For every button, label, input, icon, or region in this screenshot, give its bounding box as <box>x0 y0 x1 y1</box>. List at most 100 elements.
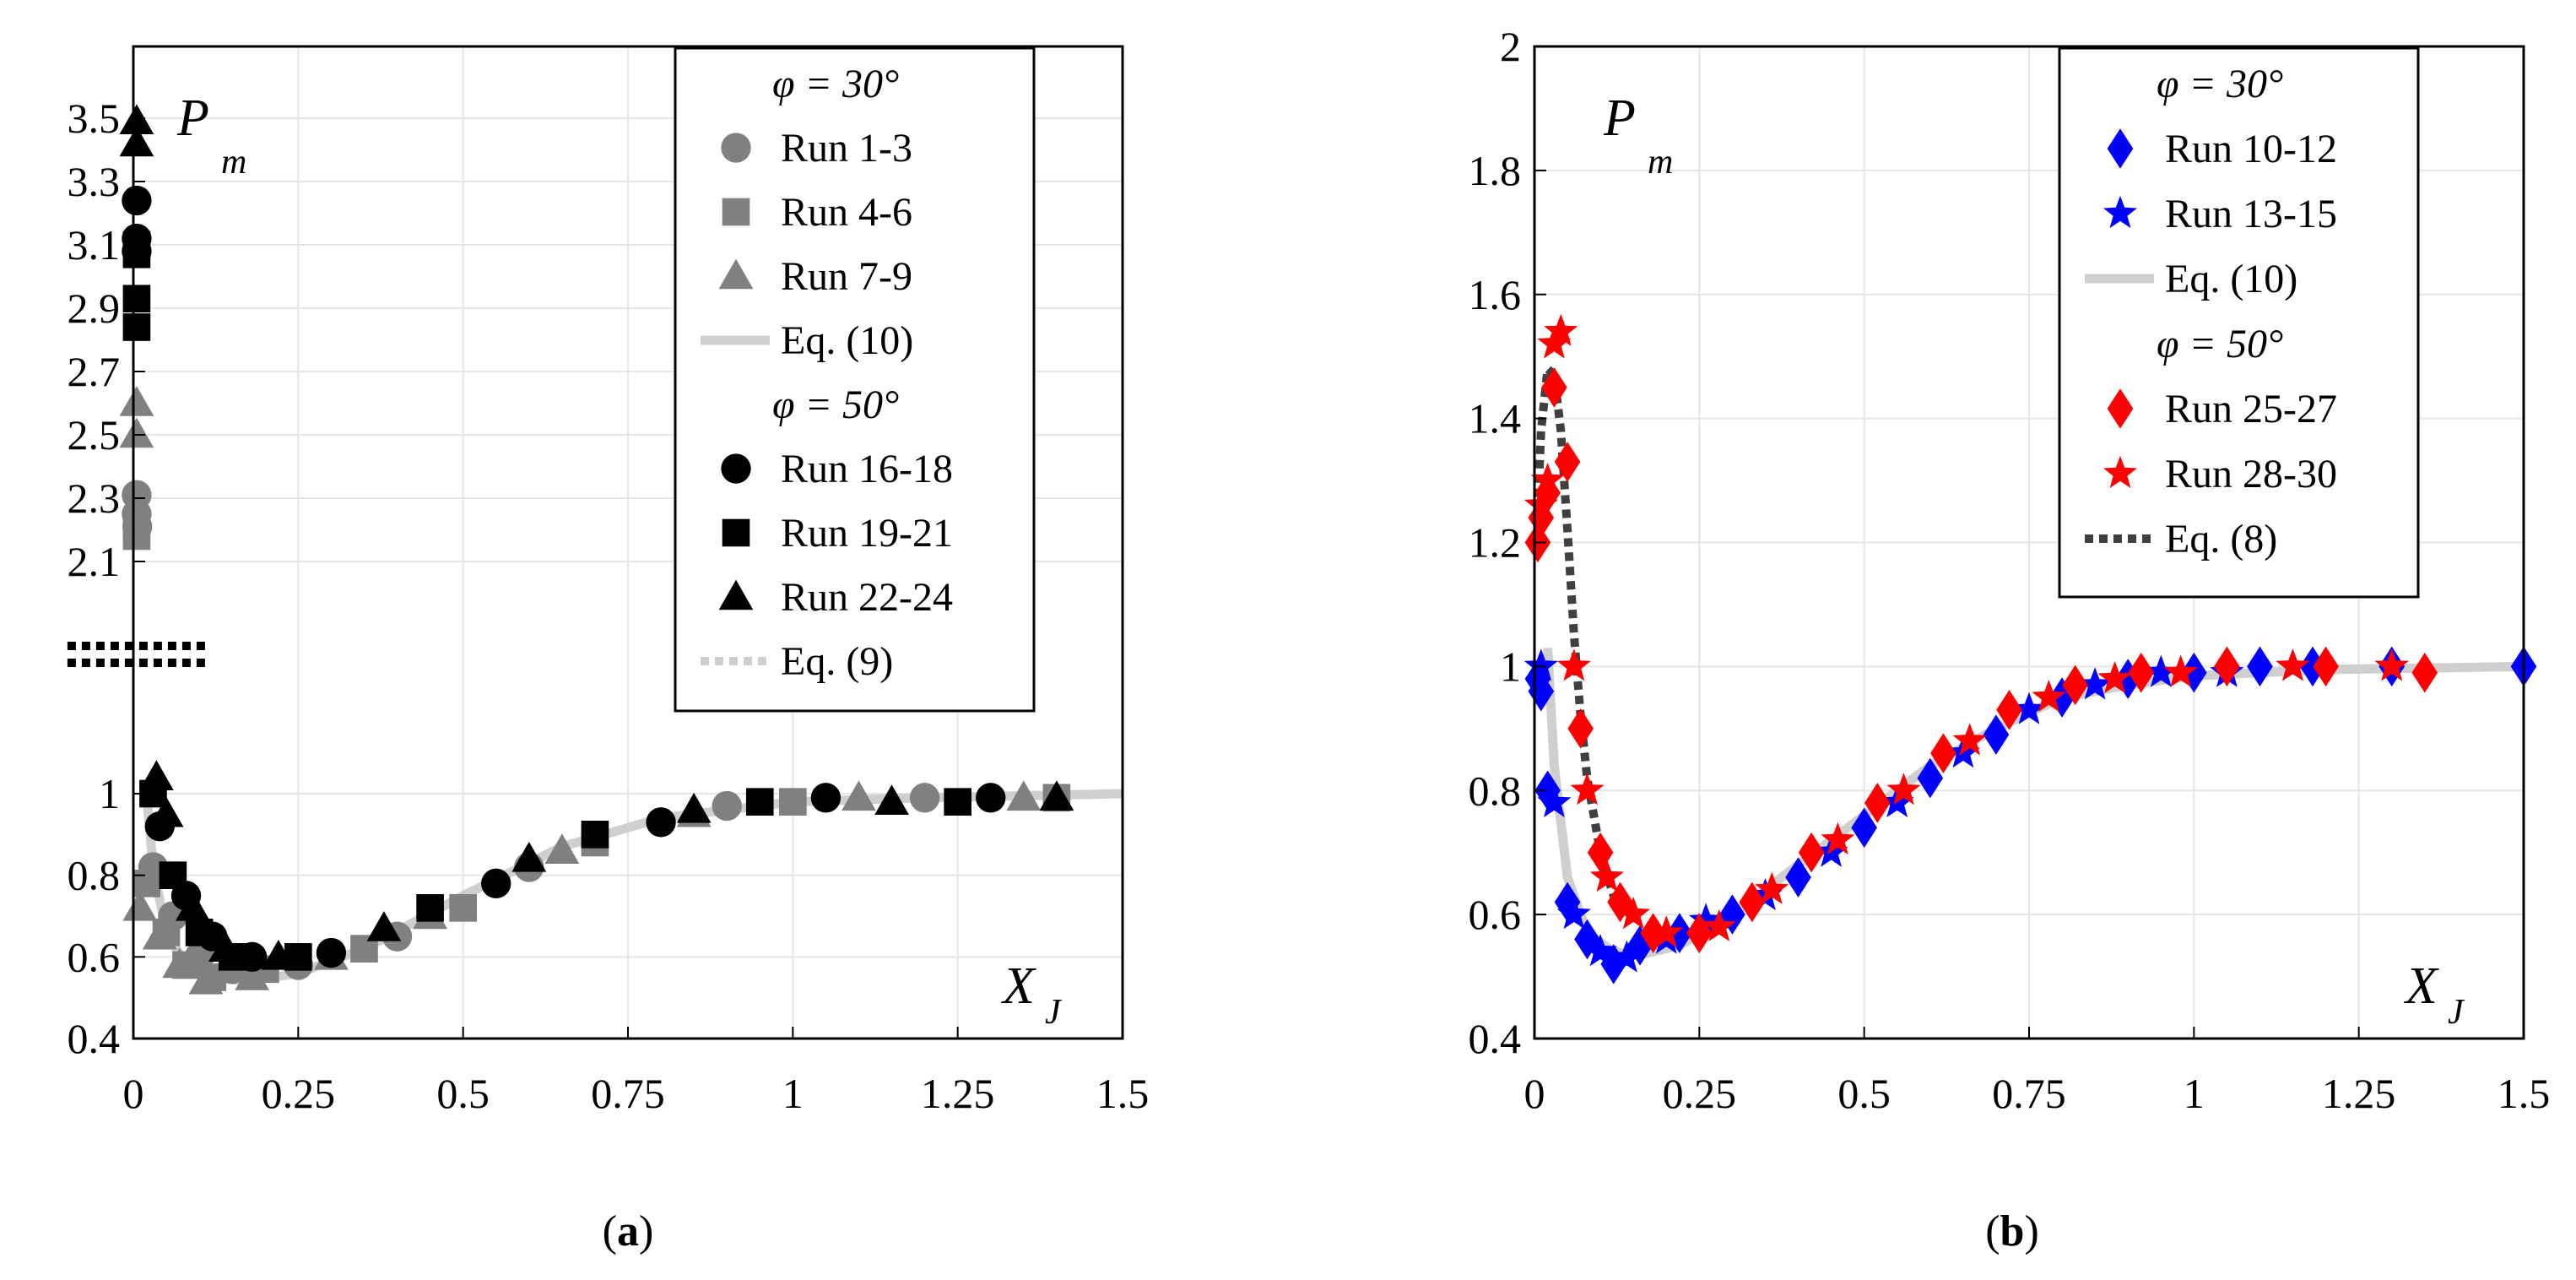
y-tick-label: 2.5 <box>68 411 121 458</box>
data-point-triangle <box>162 947 198 979</box>
data-point-diamond <box>2114 659 2141 699</box>
data-point-triangle <box>235 960 270 990</box>
y-tick-label: 3.1 <box>68 221 121 268</box>
y-tick-label: 1.2 <box>1469 519 1522 567</box>
eq-curve-1 <box>1533 364 1631 917</box>
data-point-star <box>1649 915 1684 948</box>
data-point-triangle <box>175 890 210 921</box>
data-point-triangle <box>366 911 402 941</box>
legend-label: Eq. (8) <box>2165 517 2277 561</box>
data-point-triangle <box>511 841 547 872</box>
legend-marker-star <box>2103 195 2137 229</box>
data-point-diamond <box>2411 652 2438 693</box>
data-point-triangle <box>149 796 184 827</box>
data-point-diamond <box>2048 677 2075 718</box>
y-ticks-a: 0.4 0.6 0.8 1 2.1 2.3 2.5 2.7 2.9 3.1 3.3 3.5 <box>68 95 145 1062</box>
data-point-star <box>2012 692 2046 724</box>
data-point-star <box>1523 487 1558 520</box>
y-tick-label: 1.4 <box>1469 395 1522 442</box>
data-point-diamond <box>2247 646 2273 687</box>
legend-label: Run 10-12 <box>2165 127 2337 171</box>
data-point-triangle <box>1006 780 1042 811</box>
data-point-triangle <box>142 919 177 950</box>
x-tick-label: 0.5 <box>1837 1070 1891 1117</box>
data-point-square <box>944 788 971 816</box>
data-point-star <box>2032 680 2066 713</box>
legend-header: φ = 50° <box>2157 322 2283 366</box>
data-point-triangle <box>874 784 909 815</box>
data-point-star <box>1583 934 1618 967</box>
y-tick-label: 0.4 <box>1469 1015 1522 1062</box>
data-point-square <box>122 313 151 341</box>
data-point-circle <box>909 783 940 813</box>
data-point-star <box>1702 908 1736 941</box>
data-point-circle <box>122 185 152 216</box>
legend-label: Eq. (10) <box>781 318 913 363</box>
data-point-diamond <box>1554 442 1581 482</box>
data-point-star <box>1589 860 1624 892</box>
legend-marker-diamond <box>2107 128 2134 169</box>
data-point-diamond <box>1567 708 1594 749</box>
legend-label: Eq. (9) <box>781 639 893 684</box>
data-point-diamond <box>1798 832 1825 873</box>
x-axis-label-sub-a: J <box>1045 993 1063 1032</box>
y-axis-label-sub-b: m <box>1648 143 1673 182</box>
y-tick-label: 0.4 <box>68 1015 121 1062</box>
legend-header: φ = 50° <box>772 382 899 427</box>
y-tick-label: 2.1 <box>68 538 121 585</box>
data-point-triangle <box>676 792 712 823</box>
y-tick-label: 1 <box>99 770 120 817</box>
legend-label: Run 19-21 <box>781 511 953 556</box>
data-point-circle <box>810 783 842 813</box>
data-point-triangle <box>261 939 296 970</box>
x-tick-label: 0.25 <box>1663 1070 1737 1117</box>
legend-marker-star <box>2103 455 2137 489</box>
x-tick-label: 0.5 <box>436 1070 490 1117</box>
data-point-diamond <box>1864 783 1891 823</box>
x-tick-label: 0 <box>1524 1070 1545 1117</box>
y-tick-label: 3.5 <box>68 95 121 142</box>
data-point-star <box>2374 648 2409 681</box>
x-tick-label: 0.25 <box>262 1070 336 1117</box>
data-point-star <box>1556 648 1591 681</box>
y-tick-label: 1.6 <box>1469 271 1522 318</box>
data-point-star <box>1886 773 1921 805</box>
data-point-star <box>1821 822 1855 855</box>
data-point-circle <box>712 790 742 822</box>
data-point-star <box>1570 773 1605 805</box>
y-tick-label: 1.8 <box>1469 147 1522 194</box>
caption-b: (b) <box>1985 1207 2039 1256</box>
data-point-triangle <box>119 126 154 157</box>
legend-label: Run 16-18 <box>781 447 953 491</box>
legend-marker-circle <box>721 453 751 484</box>
legend-label: Run 7-9 <box>781 254 912 299</box>
y-ticks-b: 0.4 0.6 0.8 1 1.2 1.4 1.6 1.8 2 <box>1469 23 1546 1062</box>
data-point-diamond <box>2062 664 2088 706</box>
data-point-diamond <box>2128 652 2155 693</box>
legend-label: Run 4-6 <box>781 190 912 235</box>
legend-marker-square <box>722 198 750 226</box>
data-point-diamond <box>1528 670 1555 712</box>
data-point-diamond <box>1541 367 1567 408</box>
data-point-diamond <box>1739 881 1766 923</box>
x-axis-label-sub-b: J <box>2448 993 2465 1032</box>
data-point-triangle <box>544 833 580 864</box>
data-point-triangle <box>842 780 876 811</box>
caption-a: (a) <box>603 1207 654 1256</box>
data-point-triangle <box>1039 780 1074 811</box>
x-tick-label: 1.5 <box>1096 1070 1150 1117</box>
data-point-diamond <box>1785 857 1811 898</box>
data-point-square <box>159 861 187 889</box>
legend-marker-triangle <box>718 579 754 610</box>
legend-label: Eq. (10) <box>2165 257 2297 301</box>
data-point-triangle <box>119 417 154 448</box>
data-point-circle <box>316 937 347 968</box>
data-point-diamond <box>1996 689 2022 730</box>
panel-a: 0 0.25 0.5 0.75 1 1.25 1.5 0.4 0.6 0.8 1 2.1 2.3 2.5… <box>68 45 1150 1256</box>
data-point-circle <box>976 783 1006 813</box>
y-axis-label-b: P <box>1603 89 1636 147</box>
x-tick-label: 0 <box>123 1070 144 1117</box>
legend-label: Run 25-27 <box>2165 387 2337 431</box>
data-point-square <box>449 894 477 922</box>
